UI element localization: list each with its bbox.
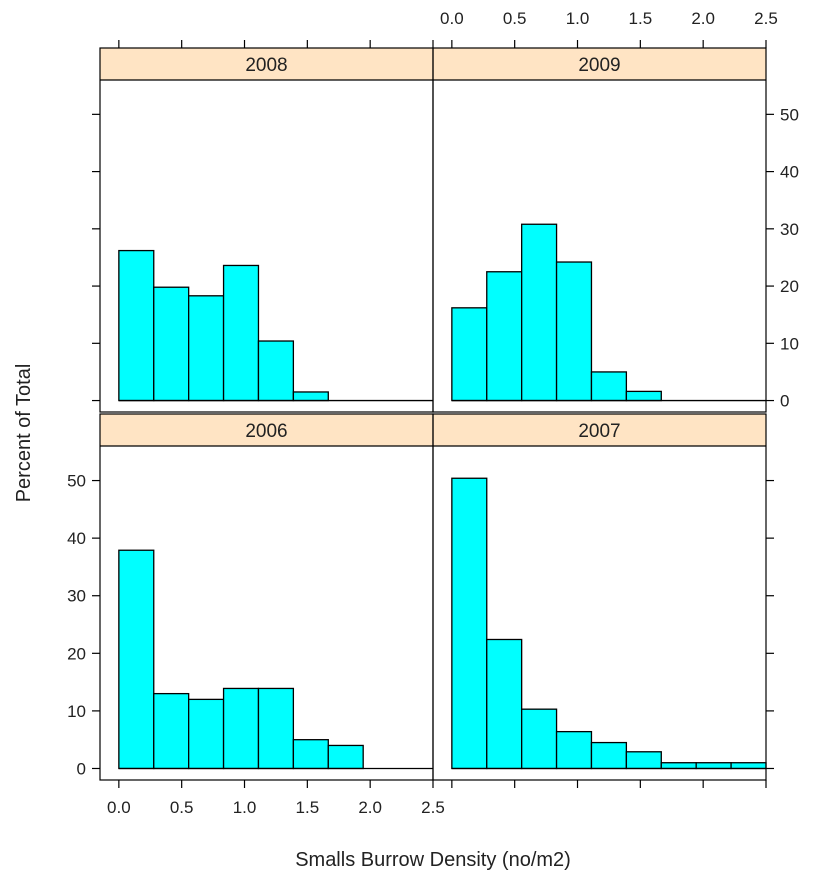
x-tick-label: 2.5 bbox=[754, 9, 778, 28]
panel-frame bbox=[432, 47, 767, 413]
histogram-bar bbox=[695, 762, 732, 770]
x-tick-label: 0.5 bbox=[503, 9, 527, 28]
panel-strip-label: 2008 bbox=[245, 55, 287, 76]
x-tick-label: 2.0 bbox=[358, 798, 382, 817]
x-tick-label: 0.0 bbox=[440, 9, 464, 28]
panel-strip-label: 2007 bbox=[578, 421, 620, 442]
x-tick-label: 0.5 bbox=[170, 798, 194, 817]
panel-strip bbox=[433, 48, 766, 80]
x-tick-label: 1.0 bbox=[233, 798, 257, 817]
x-axis-title: Smalls Burrow Density (no/m2) bbox=[295, 849, 571, 871]
histogram-bar bbox=[188, 295, 225, 402]
histogram-bar bbox=[257, 687, 295, 770]
histogram-bar bbox=[118, 249, 155, 402]
strips-layer: 2008 2009 2006 2007 bbox=[100, 48, 766, 447]
histogram-bar bbox=[590, 371, 628, 402]
panel-strip-label: 2006 bbox=[245, 421, 287, 442]
frames-layer bbox=[99, 47, 767, 781]
y-tick-label: 20 bbox=[780, 277, 799, 296]
histogram-bar bbox=[730, 762, 767, 770]
panel-frame bbox=[432, 413, 767, 781]
x-tick-label: 1.5 bbox=[296, 798, 320, 817]
histogram-bar bbox=[590, 741, 628, 770]
histogram-bar bbox=[555, 261, 593, 402]
y-tick-label: 50 bbox=[780, 105, 799, 124]
x-tick-label: 0.0 bbox=[107, 798, 131, 817]
histogram-bar bbox=[660, 762, 697, 770]
y-axis-title: Percent of Total bbox=[13, 364, 35, 503]
y-tick-label: 40 bbox=[780, 163, 799, 182]
histogram-bar bbox=[222, 264, 260, 402]
y-tick-label: 20 bbox=[67, 644, 86, 663]
x-tick-label: 1.0 bbox=[566, 9, 590, 28]
y-tick-label: 0 bbox=[780, 392, 789, 411]
y-tick-label: 10 bbox=[67, 702, 86, 721]
y-tick-label: 30 bbox=[780, 220, 799, 239]
y-tick-label: 10 bbox=[780, 334, 799, 353]
y-tick-label: 50 bbox=[67, 472, 86, 491]
bars-layer bbox=[118, 223, 767, 770]
y-tick-label: 30 bbox=[67, 587, 86, 606]
histogram-bar bbox=[292, 391, 329, 402]
histogram-bar bbox=[327, 744, 364, 770]
histogram-bar bbox=[486, 638, 523, 770]
histogram-bar bbox=[521, 223, 558, 402]
histogram-bar bbox=[188, 698, 225, 770]
histogram-bar bbox=[486, 271, 523, 402]
histogram-bar bbox=[292, 739, 329, 770]
histogram-bar bbox=[222, 687, 260, 770]
y-tick-label: 0 bbox=[77, 759, 86, 778]
histogram-bar bbox=[625, 390, 662, 402]
histogram-bar bbox=[118, 549, 155, 770]
histogram-bar bbox=[451, 477, 488, 770]
histogram-bar bbox=[555, 730, 593, 770]
panel-strip-label: 2009 bbox=[578, 55, 620, 76]
histogram-bar bbox=[153, 286, 190, 402]
histogram-bar bbox=[257, 340, 295, 402]
ticks-layer: 0 10 20 30 40 50 0.0 0.5 1.0 1.5 2.0 2.5 0 10 20 30 40 50… bbox=[67, 9, 799, 817]
histogram-bar bbox=[521, 708, 558, 770]
x-tick-label: 1.5 bbox=[629, 9, 653, 28]
panel-strip bbox=[100, 48, 433, 80]
panel-strip bbox=[433, 414, 766, 446]
histogram-bar bbox=[625, 751, 662, 770]
x-tick-label: 2.5 bbox=[421, 798, 445, 817]
x-tick-label: 2.0 bbox=[691, 9, 715, 28]
histogram-bar bbox=[153, 692, 190, 770]
panel-strip bbox=[100, 414, 433, 446]
y-tick-label: 40 bbox=[67, 529, 86, 548]
histogram-bar bbox=[451, 307, 488, 402]
